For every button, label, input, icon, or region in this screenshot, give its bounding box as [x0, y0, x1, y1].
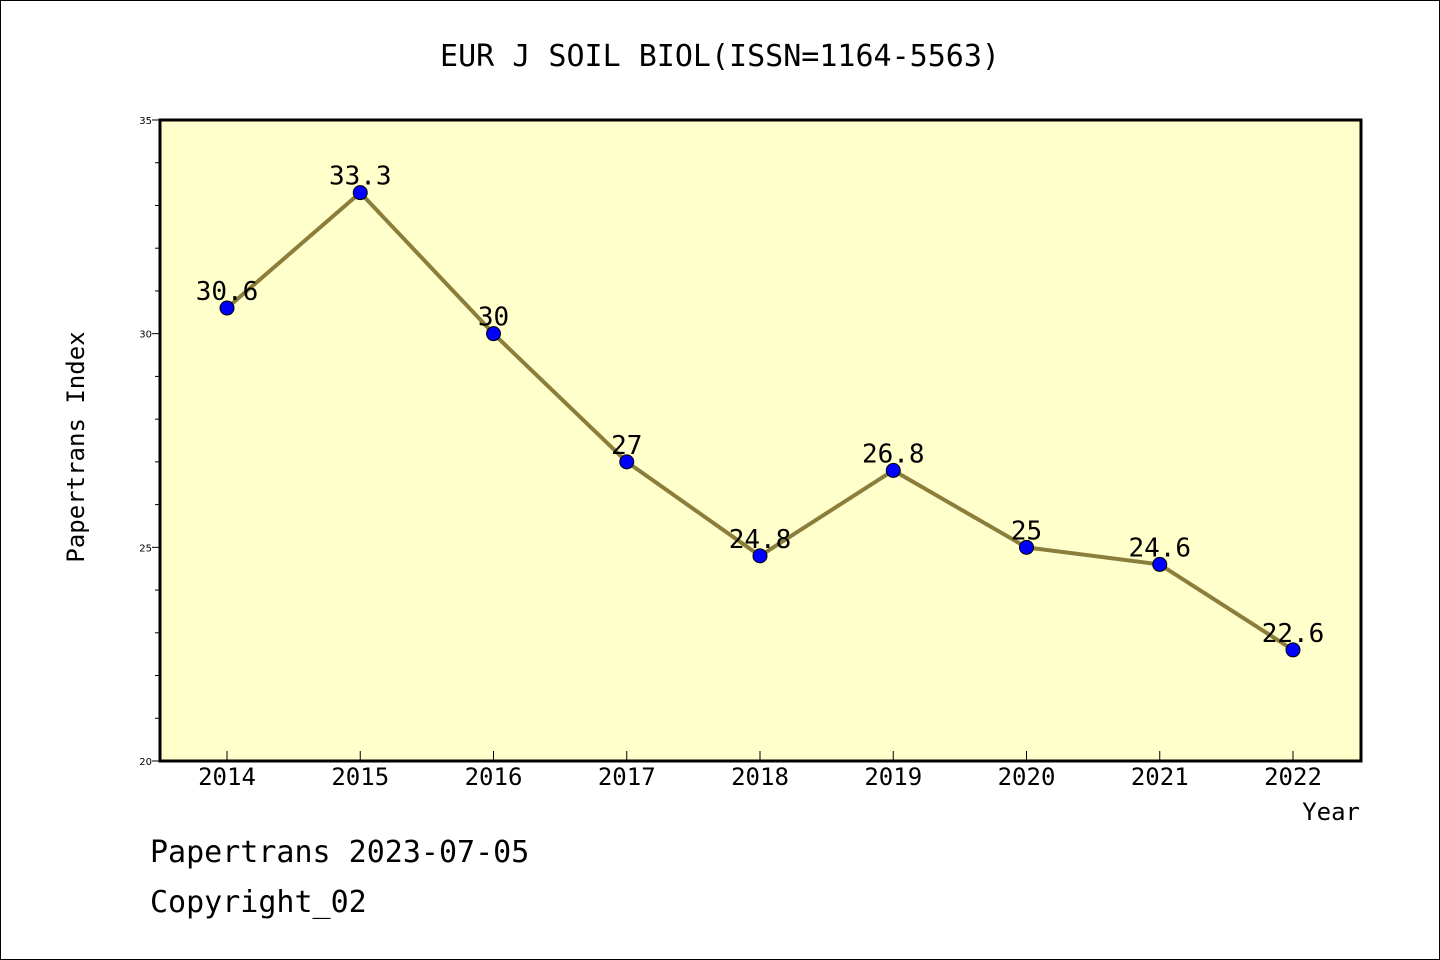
data-point: [885, 462, 901, 478]
data-point: [752, 548, 768, 564]
data-label: 30: [478, 303, 509, 333]
x-axis: 2014 2015 2016 2017 2018 2019 2020 2021 2022: [198, 751, 1322, 791]
data-label: 33.3: [329, 162, 392, 192]
x-tick-label: 2018: [731, 763, 789, 791]
footer-date: Papertrans 2023-07-05: [150, 835, 530, 870]
data-label: 30.6: [196, 277, 259, 307]
data-point: [1152, 556, 1168, 572]
y-tick-label: 20: [139, 757, 152, 768]
x-tick-label: 2014: [198, 763, 256, 791]
x-tick-label: 2022: [1264, 763, 1322, 791]
footer-copyright: Copyright_02: [150, 885, 367, 920]
y-tick-label: 35: [139, 116, 152, 127]
x-tick-label: 2017: [598, 763, 656, 791]
data-point: [352, 185, 368, 201]
x-tick-label: 2020: [998, 763, 1056, 791]
y-axis-label: Papertrans Index: [62, 331, 90, 562]
x-tick-label: 2021: [1131, 763, 1189, 791]
x-tick-label: 2016: [465, 763, 523, 791]
data-point: [486, 326, 501, 342]
y-tick-label: 30: [139, 330, 152, 341]
x-tick-label: 2019: [864, 763, 922, 791]
data-label: 24.6: [1128, 533, 1191, 563]
data-label: 25: [1011, 516, 1042, 546]
data-label: 22.6: [1262, 619, 1325, 649]
data-points-layer: [219, 185, 1301, 658]
data-point: [1019, 539, 1034, 555]
data-label: 26.8: [862, 439, 925, 469]
chart-title: EUR J SOIL BIOL(ISSN=1164-5563): [440, 39, 1000, 74]
plot-area: [158, 118, 1363, 763]
y-tick-label: 25: [139, 543, 152, 554]
data-point: [619, 454, 635, 470]
data-point: [219, 300, 235, 316]
x-axis-label: Year: [1302, 798, 1360, 826]
x-tick-label: 2015: [331, 763, 389, 791]
data-label: 27: [611, 431, 642, 461]
data-labels-layer: 30.6 33.3 30 27 24.8 26.8 25 24.6 22.6: [196, 162, 1325, 649]
data-label: 24.8: [729, 525, 792, 555]
data-point: [1285, 642, 1301, 658]
y-axis: 20 25 30 35: [139, 116, 160, 768]
